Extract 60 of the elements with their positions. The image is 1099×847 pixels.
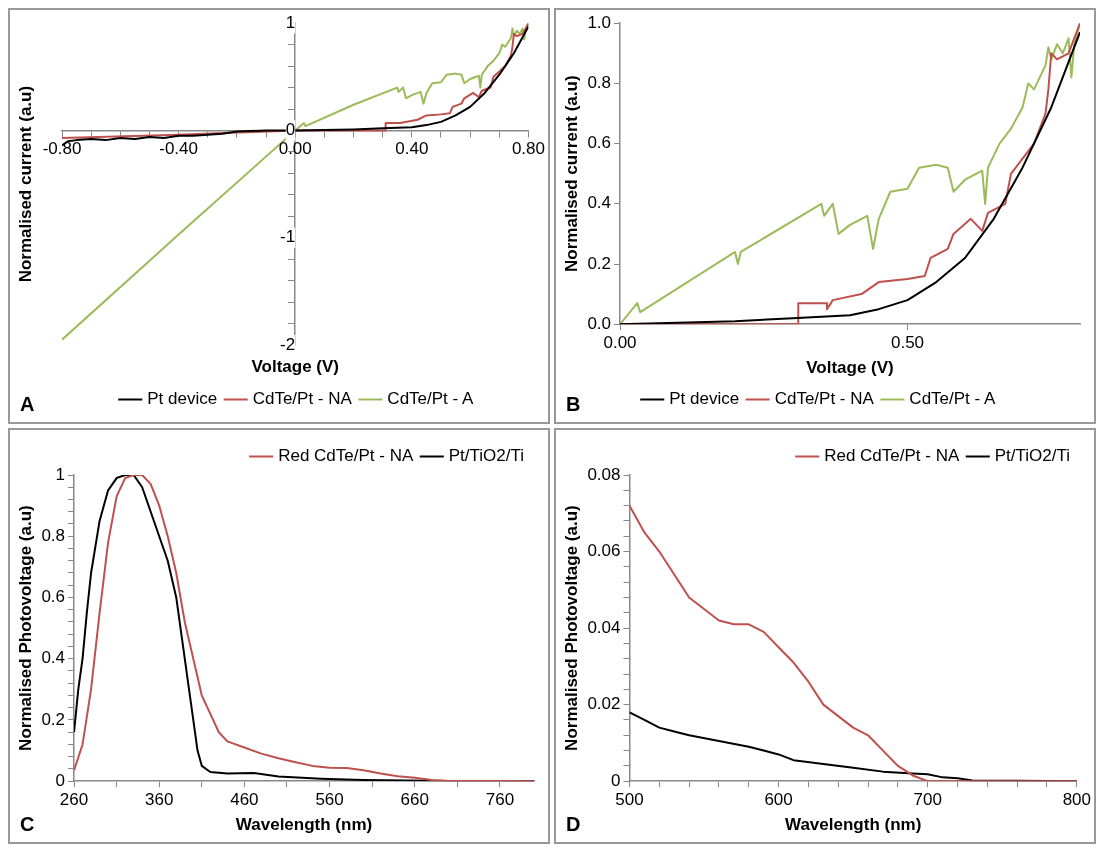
x-tick-label: 600 bbox=[764, 790, 793, 810]
y-tick-label: 0.4 bbox=[41, 648, 66, 668]
y-tick-label: 0.4 bbox=[587, 193, 612, 213]
legend-label: Red CdTe/Pt - NA bbox=[278, 446, 414, 466]
x-tick-label: 0.80 bbox=[511, 139, 545, 159]
y-tick-label: 0.02 bbox=[587, 694, 621, 714]
y-tick-label: 0.6 bbox=[587, 133, 612, 153]
x-tick-label: -0.40 bbox=[159, 139, 198, 159]
x-axis-title: Voltage (V) bbox=[806, 358, 894, 378]
legend-label: Pt device bbox=[669, 389, 740, 409]
y-axis-title: Normalised current (a.u) bbox=[561, 75, 581, 272]
y-tick-label: 0.06 bbox=[587, 541, 621, 561]
x-tick-label: 260 bbox=[59, 790, 89, 810]
y-tick-label: -2 bbox=[280, 334, 296, 354]
x-tick-label: 0.40 bbox=[395, 139, 429, 159]
y-tick-label: 0.2 bbox=[41, 709, 66, 729]
text: C bbox=[20, 813, 35, 836]
x-tick-label: 500 bbox=[615, 790, 644, 810]
x-tick-label: 0.00 bbox=[603, 333, 637, 353]
y-tick-label: 1 bbox=[285, 12, 296, 32]
legend-label: CdTe/Pt - NA bbox=[774, 389, 875, 409]
legend-label: Pt device bbox=[147, 389, 218, 409]
x-tick-label: 460 bbox=[230, 790, 259, 810]
x-tick-label: 0.50 bbox=[890, 333, 925, 353]
legend-label: Pt/TiO2/Ti bbox=[994, 446, 1070, 466]
y-tick-label: 0.08 bbox=[587, 464, 621, 484]
text: D bbox=[566, 813, 581, 836]
x-tick-label: 800 bbox=[1062, 790, 1092, 810]
x-axis-title: Wavelength (nm) bbox=[784, 815, 922, 835]
legend-label: Pt/TiO2/Ti bbox=[448, 446, 524, 466]
y-tick-label: 1.0 bbox=[587, 12, 612, 32]
y-axis-title: Normalised Photovoltage (a.u) bbox=[15, 505, 35, 751]
y-tick-label: 0 bbox=[611, 770, 621, 790]
y-tick-label: 0 bbox=[55, 770, 66, 790]
x-axis-title: Voltage (V) bbox=[251, 357, 339, 377]
x-tick-label: 700 bbox=[913, 790, 942, 810]
x-tick-label: 760 bbox=[485, 790, 515, 810]
legend-label: CdTe/Pt - A bbox=[909, 389, 996, 409]
y-tick-label: 0.0 bbox=[587, 313, 612, 333]
legend-label: Red CdTe/Pt - NA bbox=[824, 446, 960, 466]
y-tick-label: 1 bbox=[55, 464, 66, 484]
x-tick-label: 660 bbox=[400, 790, 429, 810]
x-axis-title: Wavelength (nm) bbox=[235, 815, 373, 835]
y-tick-label: 0.8 bbox=[41, 525, 66, 545]
y-axis-title: Normalised current (a.u) bbox=[15, 85, 35, 283]
y-tick-label: 0.6 bbox=[41, 587, 66, 607]
x-tick-label: 0.00 bbox=[278, 139, 312, 159]
x-tick-label: -0.80 bbox=[42, 139, 82, 159]
text: B bbox=[566, 393, 581, 416]
y-tick-label: -1 bbox=[280, 227, 296, 247]
y-tick-label: 0 bbox=[285, 120, 296, 140]
legend-label: CdTe/Pt - A bbox=[387, 389, 474, 409]
y-axis-title: Normalised Photovoltage (a.u) bbox=[561, 505, 581, 751]
y-tick-label: 0.04 bbox=[587, 617, 621, 637]
legend-label: CdTe/Pt - NA bbox=[252, 389, 353, 409]
x-tick-label: 360 bbox=[145, 790, 174, 810]
y-tick-label: 0.8 bbox=[587, 73, 612, 93]
x-tick-label: 560 bbox=[315, 790, 344, 810]
y-tick-label: 0.2 bbox=[587, 253, 612, 273]
text: A bbox=[20, 393, 35, 416]
